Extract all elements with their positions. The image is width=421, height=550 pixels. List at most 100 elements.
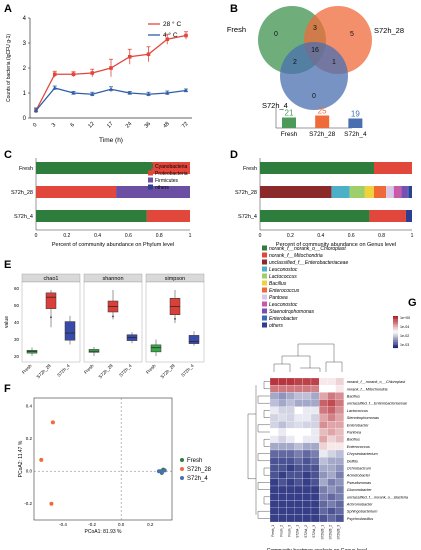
scatter-point: [39, 457, 44, 462]
legend-swatch: [148, 177, 153, 183]
heatmap-cell: [269, 428, 279, 436]
panel-label-d: D: [230, 149, 238, 161]
heatmap-cell: [286, 493, 295, 501]
y-axis-title: value: [4, 316, 10, 328]
heatmap-cell: [319, 435, 328, 443]
heatmap-cell: [335, 493, 344, 501]
legend-swatch: [262, 287, 267, 293]
color-scale-step: [393, 322, 398, 325]
heatmap-cell: [302, 428, 312, 436]
heatmap-cell: [286, 435, 295, 443]
heatmap-cell: [319, 457, 328, 465]
x-tick-label: Fresh: [83, 363, 95, 375]
column-label: S72h4_2: [304, 525, 308, 538]
heatmap-cell: [294, 392, 303, 400]
row-label: unclassified_f__norank_o__Bacteria: [347, 495, 408, 499]
heatmap-cell: [269, 435, 279, 443]
heatmap-cell: [294, 485, 303, 494]
color-scale-step: [393, 338, 398, 341]
heatmap-cell: [302, 464, 312, 472]
heatmap-cell: [294, 435, 303, 443]
heatmap-cell: [302, 442, 312, 451]
heatmap-cell: [310, 471, 320, 479]
heatmap-cell: [278, 435, 287, 443]
bar-segment: [408, 186, 412, 198]
heatmap-cell: [327, 471, 336, 479]
legend-label: Bacillus: [269, 281, 287, 287]
heatmap-cell: [302, 514, 312, 523]
heatmap-cell: [269, 385, 279, 393]
x-tick-label: 36: [144, 121, 153, 130]
heatmap-cell: [310, 449, 320, 458]
heatmap-cell: [294, 399, 303, 407]
y-tick-label: 3: [23, 41, 27, 47]
venn-region-count: 5: [350, 31, 354, 38]
y-tick-label: 40: [14, 320, 20, 325]
bar-segment: [349, 186, 365, 198]
legend-label: norank_f__norank_o__Chloroplast: [269, 246, 346, 252]
heatmap-cell: [310, 392, 320, 400]
color-scale-step: [393, 344, 398, 347]
legend-swatch: [148, 163, 153, 169]
heatmap-cell: [319, 442, 328, 451]
heatmap-cell: [294, 500, 303, 508]
data-point: [127, 90, 132, 95]
bar-segment: [36, 186, 117, 198]
bar-segment: [393, 186, 402, 198]
heatmap-cell: [319, 493, 328, 501]
heatmap-cell: [319, 385, 328, 393]
heatmap-cell: [319, 428, 328, 436]
color-scale-step: [393, 328, 398, 331]
color-scale-step: [393, 340, 398, 342]
venn-region-count: 0: [312, 93, 316, 100]
legend-label: Lactococcus: [269, 274, 297, 280]
heatmap-cell: [319, 413, 328, 422]
heatmap-cell: [302, 392, 312, 400]
x-tick-label: 12: [87, 121, 96, 130]
heatmap-cell: [335, 392, 344, 400]
data-point: [90, 71, 95, 75]
y-tick-label: 30: [14, 337, 20, 342]
x-tick-label: 0: [259, 233, 262, 239]
heatmap-cell: [327, 493, 336, 501]
y-tick-label: 0.2: [26, 436, 33, 441]
x-tick-label: 0.2: [287, 233, 294, 239]
heatmap-cell: [319, 514, 328, 523]
heatmap-cell: [335, 406, 344, 415]
heatmap-cell: [294, 413, 303, 422]
facet-title: shannon: [102, 276, 123, 282]
heatmap-cell: [327, 457, 336, 465]
x-tick-label: -0.4: [59, 522, 67, 527]
legend-label: Proteobacteria: [155, 171, 188, 177]
x-tick-label: 3: [51, 122, 57, 128]
heatmap-cell: [286, 406, 295, 415]
color-scale-step: [393, 332, 398, 334]
data-point: [146, 52, 151, 57]
heatmap-cell: [269, 449, 279, 458]
heatmap-cell: [294, 385, 303, 393]
heatmap-cell: [319, 377, 328, 386]
heatmap-cell: [319, 406, 328, 415]
row-label: Ochrobactrum: [347, 467, 371, 471]
x-tick-label: 0.8: [156, 233, 163, 239]
heatmap-cell: [294, 406, 303, 415]
y-tick-label: 50: [14, 303, 20, 308]
y-tick-label: 0.4: [26, 404, 33, 409]
data-point: [127, 54, 132, 59]
facet-title: simpson: [165, 276, 185, 282]
heatmap-cell: [327, 500, 336, 508]
legend-label: 28 ° C: [163, 20, 181, 28]
heatmap-cell: [327, 514, 336, 523]
legend-swatch: [262, 294, 267, 300]
heatmap-cell: [294, 478, 303, 487]
x-tick-label: 0.6: [348, 233, 355, 239]
y-tick-label: 4: [23, 16, 27, 22]
color-scale-label: 1e-03: [400, 343, 409, 347]
heatmap-cell: [286, 377, 295, 386]
color-scale-step: [393, 320, 398, 323]
heatmap-cell: [286, 457, 295, 465]
legend-swatch: [262, 259, 267, 265]
data-point: [52, 72, 57, 77]
x-tick-label: 0.4: [317, 233, 324, 239]
panel-label-g: G: [408, 297, 417, 309]
